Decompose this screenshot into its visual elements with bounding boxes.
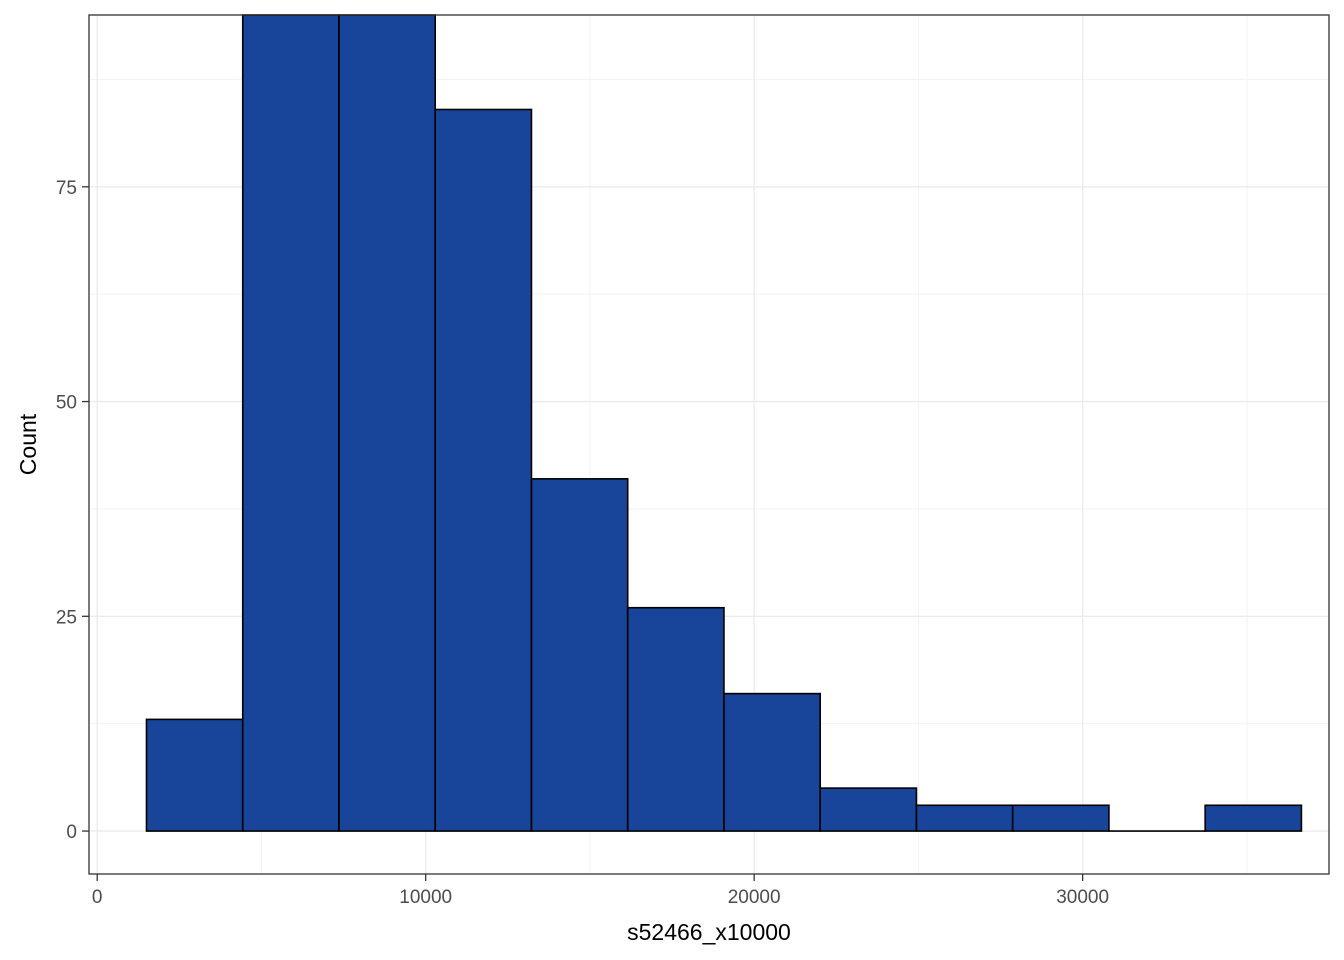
histogram-bar (1011, 804, 1110, 832)
y-axis-tick-label: 25 (56, 607, 77, 628)
histogram-bar (530, 478, 629, 832)
x-axis-title: s52466_x10000 (627, 919, 791, 945)
y-axis-tick-label: 75 (56, 178, 77, 199)
panel-border (88, 14, 1330, 875)
histogram-bar (338, 14, 437, 832)
axis-tick-labels: 0 10000 20000 30000 0 25 50 75 (56, 178, 1109, 908)
x-axis-tick-label: 0 (92, 887, 103, 908)
histogram-bar (723, 692, 821, 832)
x-axis-tick-label: 20000 (728, 887, 781, 908)
histogram-bar (1204, 804, 1303, 832)
y-axis-tick-label: 0 (66, 822, 77, 843)
histogram-bars (145, 14, 1303, 832)
y-axis-tick-label: 50 (56, 393, 77, 414)
x-axis-tick-label: 10000 (399, 887, 452, 908)
histogram-bar (241, 14, 340, 832)
x-axis-tick-label: 30000 (1056, 887, 1109, 908)
histogram-bar (145, 718, 244, 832)
histogram-bar (819, 787, 918, 832)
histogram-bar (626, 606, 725, 832)
histogram-bar (915, 804, 1014, 832)
y-axis-title: Count (15, 413, 41, 475)
axis-ticks (82, 186, 1084, 881)
histogram-bar (434, 108, 533, 832)
